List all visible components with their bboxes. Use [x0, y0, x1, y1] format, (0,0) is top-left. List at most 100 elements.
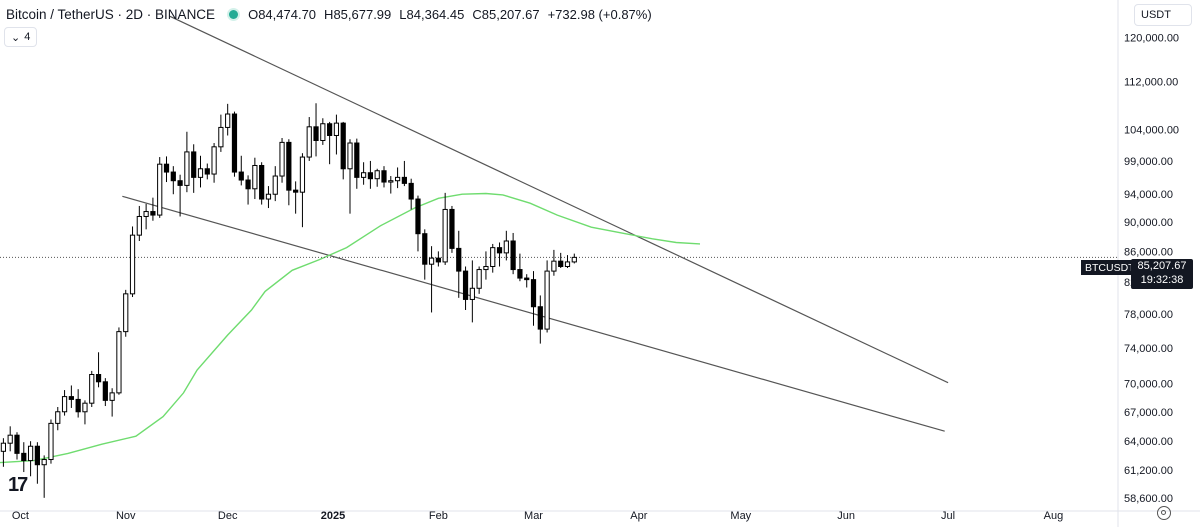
x-tick-label: Feb: [429, 510, 448, 522]
last-price-label: 85,207.67 19:32:38: [1131, 259, 1193, 289]
candle: [82, 402, 88, 413]
candle: [109, 392, 115, 401]
candle: [191, 151, 197, 178]
y-tick-label: 61,200.00: [1124, 465, 1173, 477]
last-price-value: 85,207.67: [1137, 260, 1187, 272]
candle: [327, 123, 333, 136]
candle: [544, 270, 550, 330]
chevron-down-icon: ⌄: [11, 31, 21, 44]
candle: [48, 422, 54, 461]
x-tick-label: Nov: [116, 510, 136, 522]
candle: [564, 261, 571, 267]
y-tick-label: 104,000.00: [1124, 124, 1179, 136]
y-tick-label: 64,000.00: [1124, 436, 1173, 448]
candle: [197, 168, 204, 178]
candle: [469, 287, 475, 300]
candle: [279, 141, 285, 177]
y-tick-label: 70,000.00: [1124, 379, 1173, 391]
candle: [184, 151, 190, 186]
candle: [333, 122, 340, 136]
candle: [503, 240, 509, 254]
candle: [204, 168, 210, 175]
candle: [551, 260, 557, 272]
candle: [374, 170, 380, 180]
candle: [449, 208, 455, 249]
candle: [218, 126, 224, 148]
candle: [388, 180, 394, 183]
indicator-count: 4: [24, 31, 31, 43]
candle: [347, 142, 353, 170]
candle: [313, 126, 319, 141]
gear-icon[interactable]: [1157, 506, 1171, 520]
candle: [177, 180, 183, 186]
candle: [299, 156, 306, 193]
candle: [442, 208, 448, 263]
ohlc-close: C85,207.67: [472, 6, 540, 22]
candle: [435, 257, 441, 263]
candle: [55, 411, 61, 424]
trendline-upper: [169, 15, 949, 384]
tradingview-logo[interactable]: 17: [8, 474, 28, 496]
candle: [490, 247, 496, 267]
candle: [286, 141, 292, 191]
y-tick-label: 74,000.00: [1124, 343, 1173, 355]
currency-selector[interactable]: USDT: [1134, 4, 1192, 26]
candle: [428, 257, 435, 265]
candle: [259, 164, 265, 200]
candle: [476, 269, 482, 289]
candle: [394, 176, 401, 182]
candle: [157, 163, 163, 216]
candle: [21, 452, 27, 462]
candle: [123, 293, 129, 333]
y-tick-label: 78,000.00: [1124, 309, 1173, 321]
candle: [462, 270, 469, 300]
ohlc-low: L84,364.45: [399, 6, 465, 22]
candle: [510, 240, 516, 271]
candle: [245, 179, 251, 190]
y-tick-label: 90,000.00: [1124, 217, 1173, 229]
y-tick-label: 58,600.00: [1124, 493, 1173, 505]
y-tick-label: 120,000.00: [1124, 32, 1179, 44]
candle: [524, 277, 530, 281]
candle: [136, 215, 142, 236]
candle: [34, 445, 40, 466]
candle: [68, 396, 74, 400]
candle: [320, 123, 326, 141]
candle: [483, 265, 489, 271]
y-tick-label: 99,000.00: [1124, 156, 1173, 168]
candle: [272, 175, 278, 195]
ohlc-open: O84,474.70: [248, 6, 317, 22]
candle: [252, 164, 258, 190]
ohlc-change: +732.98 (+0.87%): [547, 6, 652, 22]
candle: [340, 122, 346, 170]
candle: [61, 396, 68, 413]
moving-average-line: [0, 192, 701, 464]
candle: [367, 172, 374, 180]
candle: [14, 434, 20, 454]
candle: [150, 211, 156, 216]
symbol-title[interactable]: Bitcoin / TetherUS · 2D · BINANCE: [6, 6, 216, 22]
symbol-header: Bitcoin / TetherUS · 2D · BINANCE O84,47…: [6, 4, 652, 24]
x-tick-label: Jun: [837, 510, 855, 522]
candle: [238, 171, 244, 181]
candle: [163, 163, 170, 173]
candle: [211, 146, 217, 175]
candle: [381, 170, 387, 183]
candle: [354, 142, 360, 178]
candle: [225, 113, 231, 128]
market-status-icon: [229, 9, 239, 19]
candle: [530, 279, 537, 308]
candle: [89, 374, 95, 404]
ohlc-high: H85,677.99: [324, 6, 392, 22]
x-tick-label: Apr: [630, 510, 647, 522]
candle: [41, 459, 47, 466]
y-tick-label: 94,000.00: [1124, 189, 1173, 201]
candle: [456, 247, 462, 272]
candle: [306, 126, 312, 158]
indicator-toggle-button[interactable]: ⌄ 4: [4, 27, 38, 47]
symbol-price-label: BTCUSDT: [1081, 260, 1139, 275]
candle: [537, 306, 543, 330]
candle: [558, 260, 564, 267]
y-tick-label: 86,000.00: [1124, 246, 1173, 258]
